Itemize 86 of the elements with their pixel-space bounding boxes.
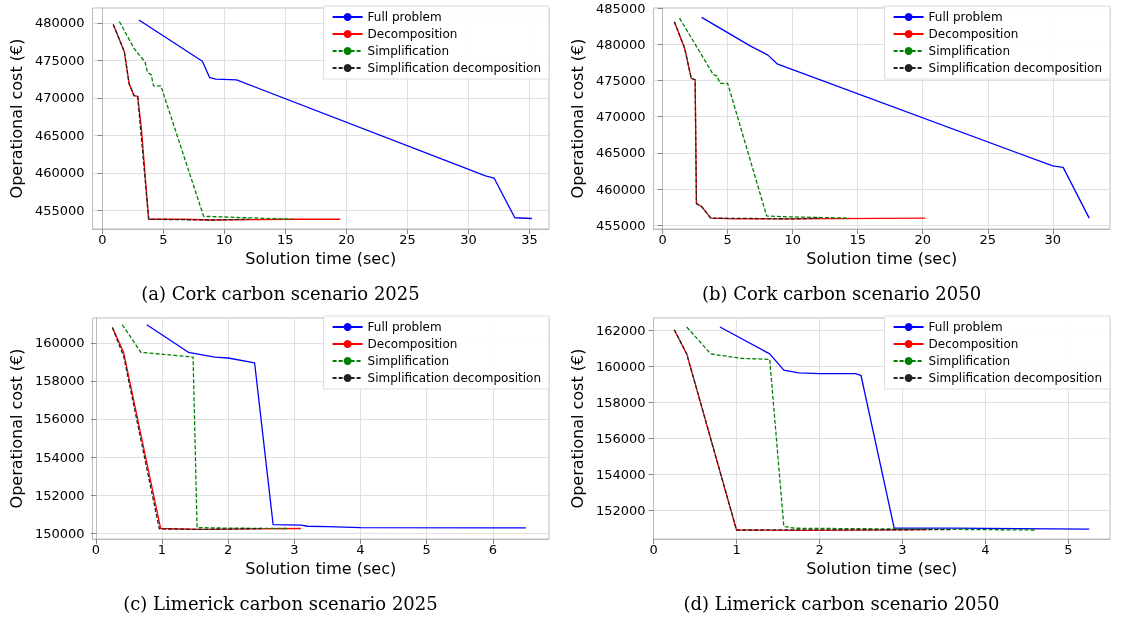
y-tick-label: 465000	[595, 145, 646, 161]
text: (d) Limerick carbon scenario 2050	[683, 592, 1000, 613]
x-tick-label: 0	[658, 232, 667, 247]
legend-label: Simplification	[367, 44, 450, 58]
y-tick-label: 460000	[34, 165, 85, 181]
y-tick-label: 465000	[34, 127, 85, 143]
x-tick-label: 5	[159, 232, 168, 247]
legend-label: Full problem	[928, 319, 1003, 334]
y-axis-title: Operational cost (€)	[6, 38, 26, 199]
x-tick-label: 3	[898, 541, 907, 557]
x-tick-label: 1	[157, 541, 167, 557]
legend-label: Simplification decomposition	[928, 61, 1103, 75]
y-tick-label: 152000	[34, 487, 85, 503]
x-tick-label: 10	[216, 232, 233, 247]
x-axis-title: Solution time (sec)	[806, 558, 958, 578]
x-tick-label: 30	[1044, 232, 1062, 247]
y-tick-label: 460000	[595, 181, 646, 197]
x-tick-label: 30	[460, 232, 477, 247]
y-axis-title: Operational cost (€)	[567, 38, 587, 199]
x-tick-label: 3	[290, 541, 299, 557]
y-tick-label: 158000	[595, 394, 646, 410]
x-tick-label: 5	[723, 232, 732, 247]
legend-label: Decomposition	[928, 27, 1019, 41]
y-tick-label: 455000	[595, 217, 646, 233]
y-tick-label: 150000	[34, 525, 85, 541]
legend-label: Simplification	[928, 44, 1011, 58]
x-tick-label: 20	[338, 232, 355, 247]
y-tick-label: 156000	[595, 430, 646, 446]
x-tick-label: 6	[488, 541, 497, 557]
x-axis-title: Solution time (sec)	[245, 558, 397, 578]
line-series	[112, 23, 250, 221]
line-series	[118, 20, 294, 220]
legend-label: Simplification decomposition	[928, 370, 1103, 385]
y-tick-label: 154000	[34, 449, 85, 465]
legend-label: Decomposition	[367, 336, 458, 351]
legend-label: Simplification	[367, 353, 450, 368]
line-series	[673, 21, 820, 220]
x-axis-title: Solution time (sec)	[806, 249, 958, 269]
x-tick-label: 0	[649, 541, 658, 557]
legend-label: Full problem	[367, 319, 442, 334]
legend-label: Simplification decomposition	[367, 61, 542, 75]
text: (a) Cork carbon scenario 2025	[141, 282, 420, 304]
y-tick-label: 160000	[595, 358, 646, 374]
y-tick-label: 455000	[34, 202, 85, 218]
y-tick-label: 475000	[595, 72, 646, 88]
legend-label: Full problem	[928, 10, 1003, 24]
x-tick-label: 10	[784, 232, 801, 247]
x-tick-label: 15	[849, 232, 866, 247]
y-tick-label: 485000	[595, 0, 646, 16]
y-tick-label: 156000	[34, 410, 85, 426]
y-tick-label: 160000	[34, 334, 85, 350]
y-tick-label: 470000	[595, 109, 646, 125]
x-axis-title: Solution time (sec)	[245, 249, 397, 269]
y-tick-label: 158000	[34, 372, 85, 388]
x-tick-label: 0	[98, 232, 107, 247]
x-tick-label: 2	[815, 541, 824, 557]
y-axis-title: Operational cost (€)	[567, 348, 587, 508]
y-tick-label: 154000	[595, 466, 646, 482]
x-tick-label: 25	[399, 232, 416, 247]
x-tick-label: 20	[914, 232, 931, 247]
text: (c) Limerick carbon scenario 2025	[123, 592, 438, 613]
legend-label: Decomposition	[367, 27, 458, 41]
x-tick-label: 25	[979, 232, 997, 247]
x-tick-label: 15	[277, 232, 294, 247]
x-tick-label: 5	[422, 541, 431, 557]
x-tick-label: 4	[356, 541, 365, 557]
x-tick-label: 2	[224, 541, 233, 557]
y-tick-label: 152000	[595, 502, 646, 518]
y-tick-label: 470000	[34, 90, 85, 106]
y-tick-label: 480000	[595, 36, 646, 52]
x-tick-label: 35	[521, 232, 538, 247]
line-series	[111, 326, 262, 530]
legend-label: Decomposition	[928, 336, 1019, 351]
x-tick-label: 4	[981, 541, 990, 557]
y-tick-label: 475000	[34, 52, 85, 68]
legend-label: Simplification decomposition	[367, 370, 542, 385]
line-series	[678, 17, 851, 219]
legend-label: Simplification	[928, 353, 1011, 368]
y-tick-label: 480000	[34, 15, 85, 31]
x-tick-label: 1	[732, 541, 741, 557]
text: (b) Cork carbon scenario 2050	[701, 282, 982, 304]
x-tick-label: 0	[91, 541, 100, 557]
y-axis-title: Operational cost (€)	[6, 348, 26, 508]
x-tick-label: 5	[1064, 541, 1073, 557]
y-tick-label: 162000	[595, 322, 646, 338]
legend-label: Full problem	[367, 10, 442, 24]
